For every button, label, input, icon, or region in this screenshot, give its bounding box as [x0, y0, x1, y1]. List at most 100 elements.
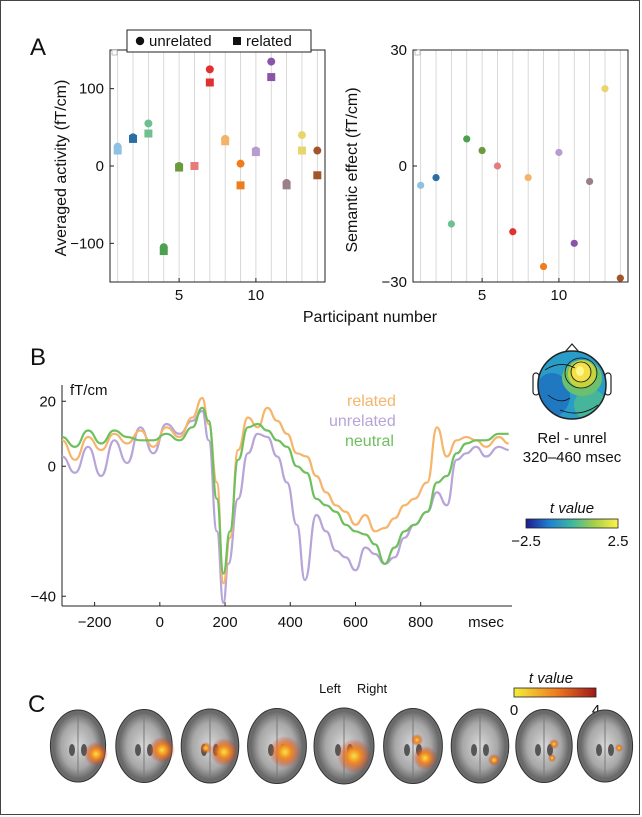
a2-axes-frame	[412, 49, 629, 283]
c-activation-blob	[200, 742, 212, 754]
a1-point-related	[129, 134, 138, 143]
c-left-label: Left	[319, 681, 341, 696]
c-colorbar-min: 0	[510, 702, 518, 719]
c-colorbar-max: 4	[592, 702, 600, 719]
c-slice-row	[49, 707, 634, 785]
a2-point-effect	[601, 85, 609, 93]
a1-point-unrelated	[267, 57, 276, 66]
a2-point-effect	[524, 174, 532, 182]
b-legend-related: related	[347, 393, 396, 410]
legend-related-marker	[233, 37, 241, 45]
c-activation-blob	[269, 736, 301, 768]
a2-point-effect	[463, 135, 471, 143]
a1-point-related	[251, 148, 260, 157]
topo-label-contrast: Rel - unrel	[537, 430, 606, 447]
a1-point-unrelated	[236, 159, 245, 168]
c-activation-blob	[337, 739, 371, 773]
c-slice-ventricle	[596, 744, 602, 756]
c-activation-blob	[413, 746, 437, 770]
a1-y-ticks: 100 0 −100	[70, 81, 114, 252]
a2-xtick-label: 5	[478, 287, 486, 304]
a1-point-related	[282, 181, 291, 190]
a1-ytick-label: 100	[79, 81, 104, 98]
a1-point-related	[313, 171, 322, 180]
a1-x-ticks: 5 10	[175, 278, 264, 304]
a1-point-related	[113, 146, 122, 155]
b-y-ticks: 20 0 −40	[31, 393, 66, 605]
a2-point-effect	[509, 228, 517, 236]
a1-ylabel: Averaged activity (fT/cm)	[53, 80, 70, 257]
a2-xtick-label: 10	[551, 287, 568, 304]
a1-point-unrelated	[205, 65, 214, 74]
c-slice-ventricle	[404, 744, 410, 756]
c-colorbar	[513, 687, 597, 698]
c-activation-blob	[549, 739, 559, 749]
a1-point-related	[236, 181, 245, 190]
a1-point-related	[297, 146, 306, 155]
a2-point-effect	[417, 181, 425, 189]
c-activation-blob	[488, 754, 500, 766]
a2-gridlines	[420, 50, 621, 282]
topo-map: Rel - unrel 320–460 msec t value −2.5 2.…	[511, 343, 629, 550]
c-activation-blob	[210, 738, 238, 766]
a1-axes-frame	[109, 49, 326, 283]
b-x-unit-label: msec	[468, 614, 504, 631]
c-slice-ventricle	[608, 744, 614, 756]
c-slice-ventricle	[135, 744, 141, 756]
b-x-ticks: −200 0 200 400 600 800	[78, 602, 433, 631]
chart-averaged-activity: 100 0 −100 5 10 Averaged activity (fT/cm) u…	[53, 29, 326, 304]
a2-point-effect	[586, 177, 594, 186]
c-slice-ventricle	[69, 744, 75, 756]
b-ytick-label: 20	[39, 393, 56, 410]
c-slice-ventricle	[535, 744, 541, 756]
a1-point-related	[221, 137, 230, 146]
b-line-unrelated	[61, 409, 509, 604]
c-slice-ventricle	[471, 744, 477, 756]
shared-xlabel: Participant number	[303, 309, 438, 326]
a1-gridlines	[117, 50, 318, 282]
a1-ytick-label: −100	[70, 235, 104, 252]
panel-letter-a: A	[30, 34, 46, 61]
a1-legend	[126, 29, 312, 53]
a2-point-effect	[555, 148, 563, 157]
legend-unrelated-marker	[135, 36, 145, 46]
a2-y-ticks: 30 0 −30	[382, 42, 417, 291]
a2-point-effect	[447, 220, 455, 228]
a2-ytick-label: 30	[390, 42, 407, 59]
a1-point-related	[144, 129, 153, 138]
a1-point-unrelated	[313, 146, 322, 155]
c-slice-ventricle	[483, 744, 489, 756]
a2-x-ticks: 5 10	[478, 278, 567, 304]
b-xtick-label: 200	[213, 614, 238, 631]
topo-colorbar-max: 2.5	[608, 533, 629, 550]
a1-point-related	[175, 163, 184, 172]
brain-slices: Left Right t value 0 4	[49, 670, 634, 785]
b-series-lines	[61, 396, 509, 604]
a2-point-effect	[570, 239, 578, 247]
a1-point-related	[190, 162, 199, 170]
b-unit-label: fT/cm	[70, 382, 108, 399]
b-xtick-label: 600	[343, 614, 368, 631]
c-activation-blob	[411, 734, 423, 746]
b-line-related	[61, 396, 509, 585]
a2-ytick-label: 0	[399, 158, 407, 175]
b-line-neutral	[61, 406, 509, 575]
a1-point-related	[159, 247, 168, 256]
a2-point-effect	[539, 262, 548, 271]
b-ytick-label: 0	[48, 458, 56, 475]
b-xtick-label: 400	[278, 614, 303, 631]
panel-letter-b: B	[30, 344, 46, 371]
c-activation-blob	[548, 754, 556, 762]
a2-point-effect	[493, 162, 502, 170]
topo-colorbar-label: t value	[550, 500, 594, 517]
a1-point-unrelated	[144, 119, 153, 128]
chart-waveforms: 200−40 −200 0 200 400 600 800 fT/cm msec rela…	[31, 382, 512, 631]
chart-semantic-effect: 30 0 −30 5 10 Semantic effect (fT/cm)	[344, 42, 629, 304]
c-activation-blob	[615, 744, 623, 752]
b-ytick-label: −40	[31, 588, 56, 605]
c-activation-blob	[149, 737, 175, 763]
b-xtick-label: 800	[408, 614, 433, 631]
a2-point-effect	[478, 146, 486, 155]
